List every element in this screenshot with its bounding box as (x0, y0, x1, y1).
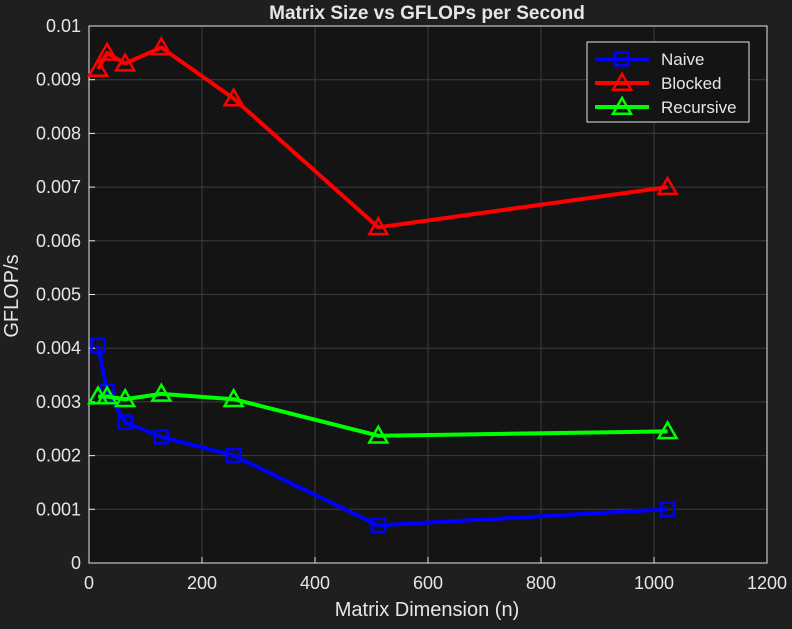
x-tick-label: 1000 (634, 573, 674, 593)
data-point-blocked (150, 35, 173, 56)
legend-item-recursive: Recursive (595, 95, 737, 117)
y-tick-label: 0.007 (36, 177, 81, 197)
axes-border (88, 25, 768, 564)
legend-label-recursive: Recursive (661, 98, 737, 117)
x-tick-label: 800 (526, 573, 556, 593)
series-recursive (86, 382, 679, 444)
data-point-recursive (150, 382, 173, 402)
axes-frame (88, 25, 768, 564)
data-point-recursive (656, 419, 679, 440)
x-tick-label: 1200 (747, 573, 787, 593)
series-naive (90, 337, 676, 534)
legend-label-naive: Naive (661, 50, 704, 69)
data-point-naive (90, 337, 106, 354)
series-blocked (86, 35, 679, 236)
x-axis-label: Matrix Dimension (n) (335, 599, 519, 621)
y-tick-label: 0 (71, 553, 81, 573)
data-point-naive (225, 447, 242, 464)
data-point-recursive (222, 387, 245, 408)
series-line-blocked (96, 45, 668, 230)
data-point-naive (370, 517, 387, 534)
data-point-blocked (86, 57, 110, 77)
legend-item-blocked: Blocked (595, 71, 721, 93)
x-tick-label: 0 (84, 573, 94, 593)
y-axis-label: GFLOP/s (1, 254, 23, 337)
x-tick-label: 400 (300, 573, 330, 593)
y-tick-labels: 0 0.001 0.002 0.003 0.004 0.005 0.006 0.007 0.00… (36, 16, 81, 573)
data-point-blocked (367, 215, 390, 236)
data-point-blocked (95, 41, 119, 61)
legend-marker-blocked (610, 71, 634, 91)
y-tick-label: 0.002 (36, 446, 81, 466)
x-tick-labels: 0 200 400 600 800 1000 1200 (84, 573, 787, 593)
data-point-recursive (367, 424, 390, 444)
data-point-blocked (114, 52, 137, 72)
legend-label-blocked: Blocked (661, 74, 721, 93)
legend-marker-recursive (610, 95, 634, 115)
y-tick-label: 0.009 (36, 70, 81, 90)
y-tick-label: 0.008 (36, 123, 81, 143)
data-point-blocked (222, 86, 245, 107)
y-tick-label: 0.003 (36, 392, 81, 412)
series (86, 35, 679, 534)
data-point-naive (117, 414, 133, 431)
legend: Naive Blocked Recursive (586, 41, 750, 123)
series-line-naive (96, 345, 668, 528)
data-point-naive (153, 429, 170, 445)
y-tick-label: 0.006 (36, 231, 81, 251)
data-point-blocked (656, 175, 679, 196)
data-point-naive (659, 501, 676, 518)
data-point-recursive (95, 385, 119, 405)
chart-title: Matrix Size vs GFLOPs per Second (269, 3, 585, 24)
x-tick-label: 600 (413, 573, 443, 593)
data-point-recursive (114, 387, 137, 408)
y-tick-label: 0.005 (36, 285, 81, 305)
series-line-recursive (98, 391, 668, 438)
x-tick-label: 200 (187, 573, 217, 593)
y-tick-label: 0.001 (36, 499, 81, 519)
legend-marker-naive (614, 51, 630, 67)
y-tick-label: 0.01 (46, 16, 81, 36)
y-tick-label: 0.004 (36, 338, 81, 358)
legend-item-naive: Naive (595, 50, 704, 69)
